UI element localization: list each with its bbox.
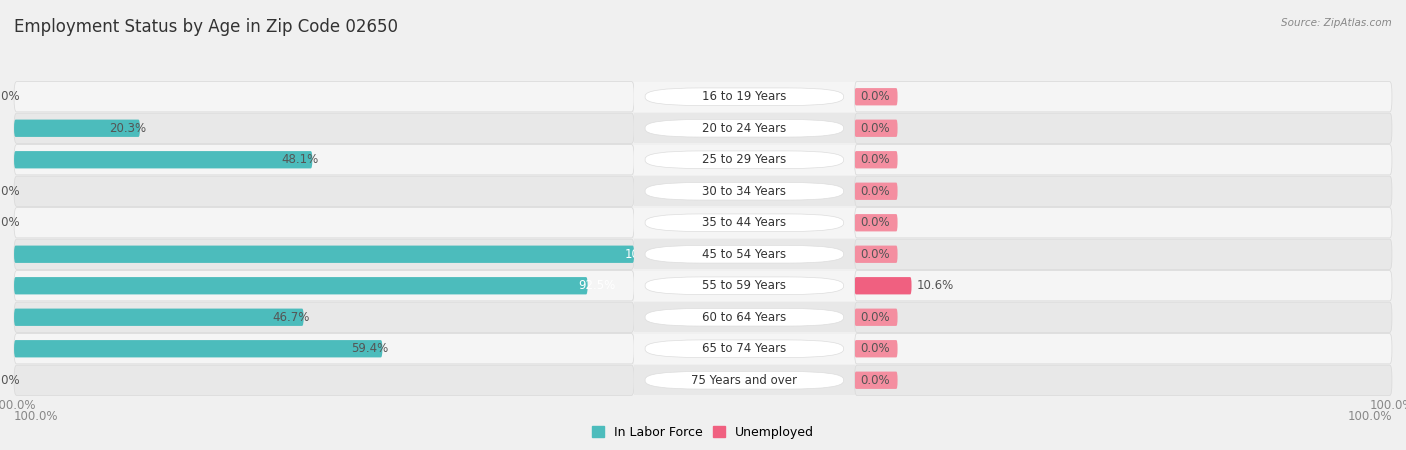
Text: 100.0%: 100.0% bbox=[14, 410, 59, 423]
FancyBboxPatch shape bbox=[14, 270, 634, 301]
Text: 59.4%: 59.4% bbox=[352, 342, 388, 355]
FancyBboxPatch shape bbox=[645, 277, 844, 295]
Text: 60 to 64 Years: 60 to 64 Years bbox=[702, 311, 786, 324]
FancyBboxPatch shape bbox=[14, 81, 634, 112]
FancyBboxPatch shape bbox=[855, 120, 897, 137]
FancyBboxPatch shape bbox=[855, 365, 1392, 396]
Text: 0.0%: 0.0% bbox=[860, 342, 890, 355]
Text: 35 to 44 Years: 35 to 44 Years bbox=[702, 216, 786, 229]
FancyBboxPatch shape bbox=[14, 207, 634, 238]
Text: 100.0%: 100.0% bbox=[1347, 410, 1392, 423]
FancyBboxPatch shape bbox=[855, 309, 897, 326]
Text: 30 to 34 Years: 30 to 34 Years bbox=[703, 185, 786, 198]
Text: 65 to 74 Years: 65 to 74 Years bbox=[702, 342, 786, 355]
Text: 10.6%: 10.6% bbox=[917, 279, 955, 292]
Text: 55 to 59 Years: 55 to 59 Years bbox=[703, 279, 786, 292]
FancyBboxPatch shape bbox=[14, 340, 382, 357]
FancyBboxPatch shape bbox=[14, 239, 634, 270]
FancyBboxPatch shape bbox=[14, 309, 304, 326]
FancyBboxPatch shape bbox=[855, 277, 911, 294]
FancyBboxPatch shape bbox=[855, 372, 897, 389]
FancyBboxPatch shape bbox=[645, 371, 844, 389]
Text: 0.0%: 0.0% bbox=[0, 185, 20, 198]
FancyBboxPatch shape bbox=[645, 340, 844, 358]
FancyBboxPatch shape bbox=[645, 88, 844, 106]
FancyBboxPatch shape bbox=[14, 333, 634, 364]
FancyBboxPatch shape bbox=[855, 302, 1392, 333]
Bar bbox=[634, 333, 855, 364]
FancyBboxPatch shape bbox=[14, 277, 588, 294]
Bar bbox=[634, 207, 855, 238]
Text: 48.1%: 48.1% bbox=[281, 153, 319, 166]
Bar bbox=[634, 239, 855, 270]
FancyBboxPatch shape bbox=[14, 365, 634, 396]
FancyBboxPatch shape bbox=[855, 81, 1392, 112]
FancyBboxPatch shape bbox=[855, 246, 897, 263]
Text: 75 Years and over: 75 Years and over bbox=[692, 374, 797, 387]
FancyBboxPatch shape bbox=[14, 151, 312, 168]
Text: 45 to 54 Years: 45 to 54 Years bbox=[702, 248, 786, 261]
FancyBboxPatch shape bbox=[855, 176, 1392, 207]
FancyBboxPatch shape bbox=[855, 340, 897, 357]
Text: 20 to 24 Years: 20 to 24 Years bbox=[702, 122, 786, 135]
Bar bbox=[634, 302, 855, 333]
Text: 0.0%: 0.0% bbox=[860, 153, 890, 166]
FancyBboxPatch shape bbox=[855, 214, 897, 231]
Text: 46.7%: 46.7% bbox=[273, 311, 309, 324]
FancyBboxPatch shape bbox=[855, 144, 1392, 175]
FancyBboxPatch shape bbox=[855, 151, 897, 168]
FancyBboxPatch shape bbox=[645, 308, 844, 326]
Bar bbox=[634, 176, 855, 207]
Text: 0.0%: 0.0% bbox=[860, 248, 890, 261]
Bar bbox=[634, 81, 855, 112]
FancyBboxPatch shape bbox=[855, 239, 1392, 270]
Bar bbox=[634, 113, 855, 144]
Text: 20.3%: 20.3% bbox=[110, 122, 146, 135]
FancyBboxPatch shape bbox=[645, 182, 844, 200]
Text: 0.0%: 0.0% bbox=[0, 90, 20, 103]
FancyBboxPatch shape bbox=[855, 207, 1392, 238]
FancyBboxPatch shape bbox=[645, 214, 844, 232]
FancyBboxPatch shape bbox=[14, 302, 634, 333]
Bar bbox=[634, 270, 855, 301]
FancyBboxPatch shape bbox=[14, 113, 634, 144]
FancyBboxPatch shape bbox=[14, 144, 634, 175]
Text: 0.0%: 0.0% bbox=[860, 311, 890, 324]
FancyBboxPatch shape bbox=[855, 88, 897, 105]
Bar bbox=[634, 365, 855, 396]
FancyBboxPatch shape bbox=[645, 245, 844, 263]
FancyBboxPatch shape bbox=[645, 119, 844, 137]
Bar bbox=[634, 144, 855, 175]
Text: 100.0%: 100.0% bbox=[624, 248, 669, 261]
FancyBboxPatch shape bbox=[645, 151, 844, 169]
FancyBboxPatch shape bbox=[14, 176, 634, 207]
Text: 0.0%: 0.0% bbox=[860, 374, 890, 387]
FancyBboxPatch shape bbox=[14, 120, 141, 137]
FancyBboxPatch shape bbox=[14, 246, 634, 263]
FancyBboxPatch shape bbox=[855, 270, 1392, 301]
Text: Source: ZipAtlas.com: Source: ZipAtlas.com bbox=[1281, 18, 1392, 28]
Legend: In Labor Force, Unemployed: In Labor Force, Unemployed bbox=[586, 421, 820, 444]
Text: 0.0%: 0.0% bbox=[860, 90, 890, 103]
FancyBboxPatch shape bbox=[855, 183, 897, 200]
Text: Employment Status by Age in Zip Code 02650: Employment Status by Age in Zip Code 026… bbox=[14, 18, 398, 36]
Text: 25 to 29 Years: 25 to 29 Years bbox=[702, 153, 786, 166]
Text: 92.5%: 92.5% bbox=[578, 279, 616, 292]
Text: 0.0%: 0.0% bbox=[0, 374, 20, 387]
FancyBboxPatch shape bbox=[855, 333, 1392, 364]
Text: 0.0%: 0.0% bbox=[860, 216, 890, 229]
Text: 0.0%: 0.0% bbox=[860, 122, 890, 135]
FancyBboxPatch shape bbox=[855, 113, 1392, 144]
Text: 16 to 19 Years: 16 to 19 Years bbox=[702, 90, 786, 103]
Text: 0.0%: 0.0% bbox=[860, 185, 890, 198]
Text: 0.0%: 0.0% bbox=[0, 216, 20, 229]
